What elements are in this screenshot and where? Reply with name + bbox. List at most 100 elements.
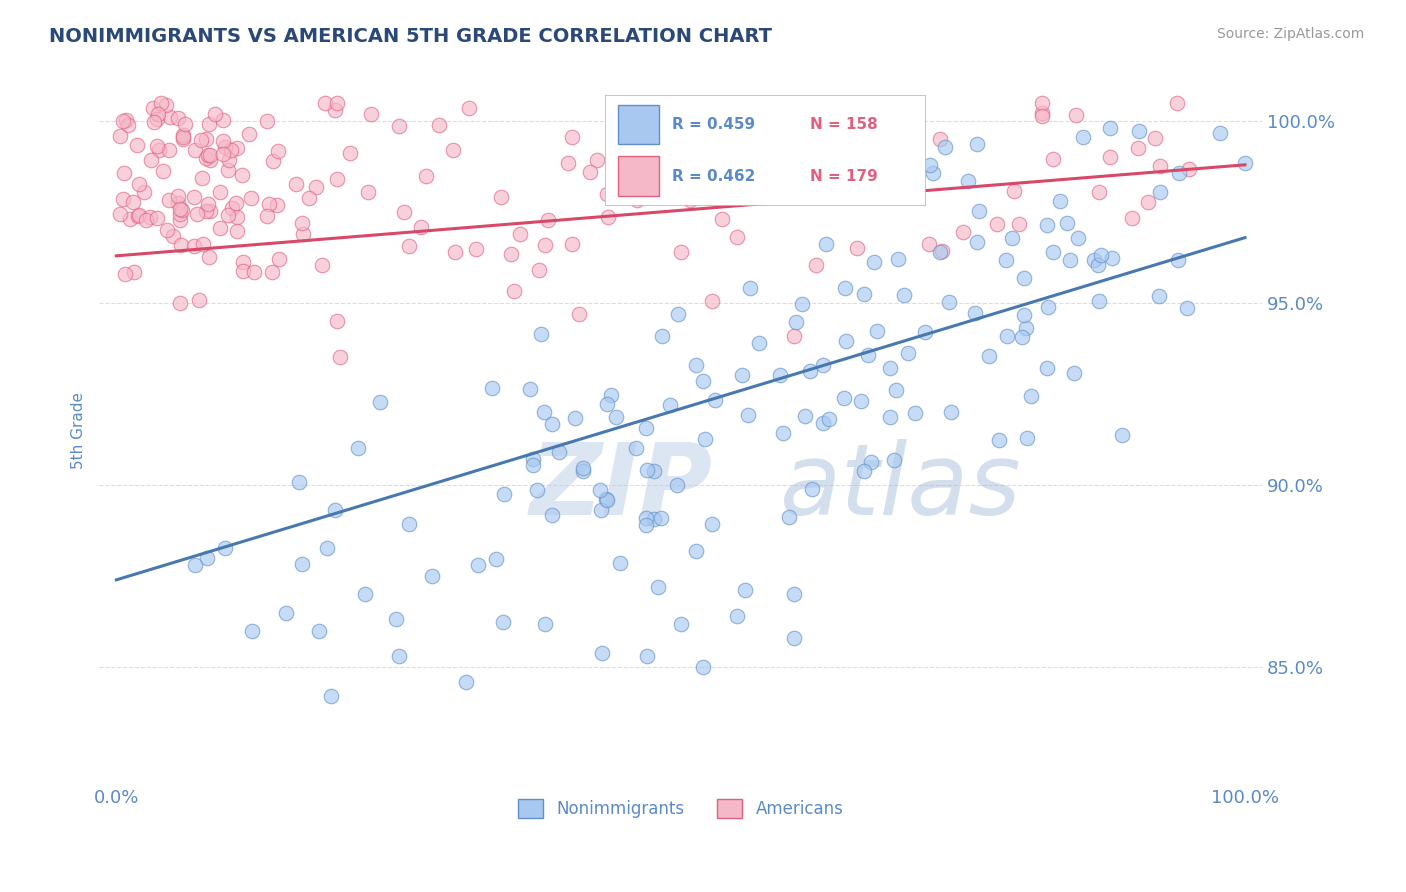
Point bbox=[127, 209, 149, 223]
Point bbox=[1149, 185, 1171, 199]
Point bbox=[211, 146, 233, 161]
Point bbox=[190, 171, 212, 186]
Point bbox=[217, 208, 239, 222]
Point bbox=[172, 128, 194, 142]
Point bbox=[159, 193, 181, 207]
Point bbox=[994, 253, 1017, 268]
Point bbox=[138, 210, 160, 224]
Point bbox=[579, 164, 602, 178]
Point bbox=[1147, 289, 1170, 303]
Point bbox=[132, 185, 155, 199]
Point bbox=[316, 541, 339, 556]
Point bbox=[260, 265, 283, 279]
Point bbox=[108, 129, 131, 144]
Point bbox=[456, 674, 478, 689]
Point bbox=[669, 244, 692, 259]
Point bbox=[305, 180, 328, 194]
Point bbox=[596, 187, 619, 202]
Point bbox=[939, 405, 962, 419]
Point bbox=[934, 139, 956, 153]
Point bbox=[710, 211, 733, 226]
Point bbox=[1143, 131, 1166, 145]
Point bbox=[778, 510, 800, 524]
Point bbox=[1015, 321, 1038, 335]
Point bbox=[114, 267, 136, 281]
Point bbox=[204, 107, 226, 121]
Point bbox=[122, 265, 145, 279]
Point bbox=[502, 284, 524, 298]
Point bbox=[198, 203, 221, 218]
Point bbox=[441, 143, 464, 157]
Point bbox=[198, 117, 221, 131]
Point bbox=[897, 346, 920, 360]
Point bbox=[665, 477, 688, 491]
Point bbox=[146, 211, 169, 225]
Y-axis label: 5th Grade: 5th Grade bbox=[72, 392, 86, 469]
Point bbox=[225, 224, 247, 238]
Point bbox=[742, 155, 765, 169]
Point bbox=[591, 646, 613, 660]
Point bbox=[152, 164, 174, 178]
Point bbox=[568, 307, 591, 321]
Point bbox=[209, 185, 232, 199]
Point bbox=[931, 244, 953, 258]
Point bbox=[541, 417, 564, 431]
Point bbox=[804, 258, 827, 272]
Point bbox=[197, 197, 219, 211]
Point bbox=[323, 502, 346, 516]
Point bbox=[169, 295, 191, 310]
Point bbox=[613, 112, 636, 127]
Point bbox=[1031, 95, 1053, 110]
Point bbox=[1128, 124, 1150, 138]
Point bbox=[214, 541, 236, 556]
Point bbox=[586, 153, 609, 167]
Point bbox=[957, 174, 980, 188]
Point bbox=[225, 210, 247, 224]
Point bbox=[357, 185, 380, 199]
Point bbox=[534, 238, 557, 252]
Point bbox=[135, 213, 157, 227]
Point bbox=[852, 464, 875, 478]
Point bbox=[1011, 330, 1033, 344]
Point bbox=[409, 219, 432, 234]
Point bbox=[128, 177, 150, 191]
Point bbox=[209, 221, 232, 235]
Point bbox=[257, 196, 280, 211]
Point bbox=[533, 405, 555, 419]
Point bbox=[114, 112, 136, 127]
Point bbox=[328, 350, 350, 364]
Point bbox=[966, 235, 988, 249]
Point bbox=[232, 254, 254, 268]
Point bbox=[172, 130, 194, 145]
Point bbox=[492, 615, 515, 630]
Point bbox=[231, 168, 253, 182]
Point bbox=[918, 236, 941, 251]
Text: NONIMMIGRANTS VS AMERICAN 5TH GRADE CORRELATION CHART: NONIMMIGRANTS VS AMERICAN 5TH GRADE CORR… bbox=[49, 27, 772, 45]
Point bbox=[702, 293, 724, 308]
Point bbox=[142, 101, 165, 115]
Point bbox=[634, 517, 657, 532]
Point bbox=[1168, 166, 1191, 180]
Point bbox=[146, 112, 169, 126]
Point bbox=[737, 408, 759, 422]
Point bbox=[422, 569, 444, 583]
Point bbox=[145, 139, 167, 153]
Point bbox=[589, 483, 612, 497]
Point bbox=[148, 107, 170, 121]
Point bbox=[256, 209, 278, 223]
Point bbox=[522, 458, 544, 472]
Point bbox=[893, 287, 915, 301]
Point bbox=[240, 624, 263, 638]
Point bbox=[242, 264, 264, 278]
Point bbox=[537, 212, 560, 227]
Point bbox=[1012, 308, 1035, 322]
Point bbox=[169, 207, 191, 221]
Point bbox=[111, 192, 134, 206]
Point bbox=[918, 158, 941, 172]
Point bbox=[112, 166, 135, 180]
Point bbox=[214, 140, 236, 154]
Point bbox=[1233, 156, 1256, 170]
Point bbox=[1002, 184, 1025, 198]
Point bbox=[481, 382, 503, 396]
Point bbox=[187, 293, 209, 307]
